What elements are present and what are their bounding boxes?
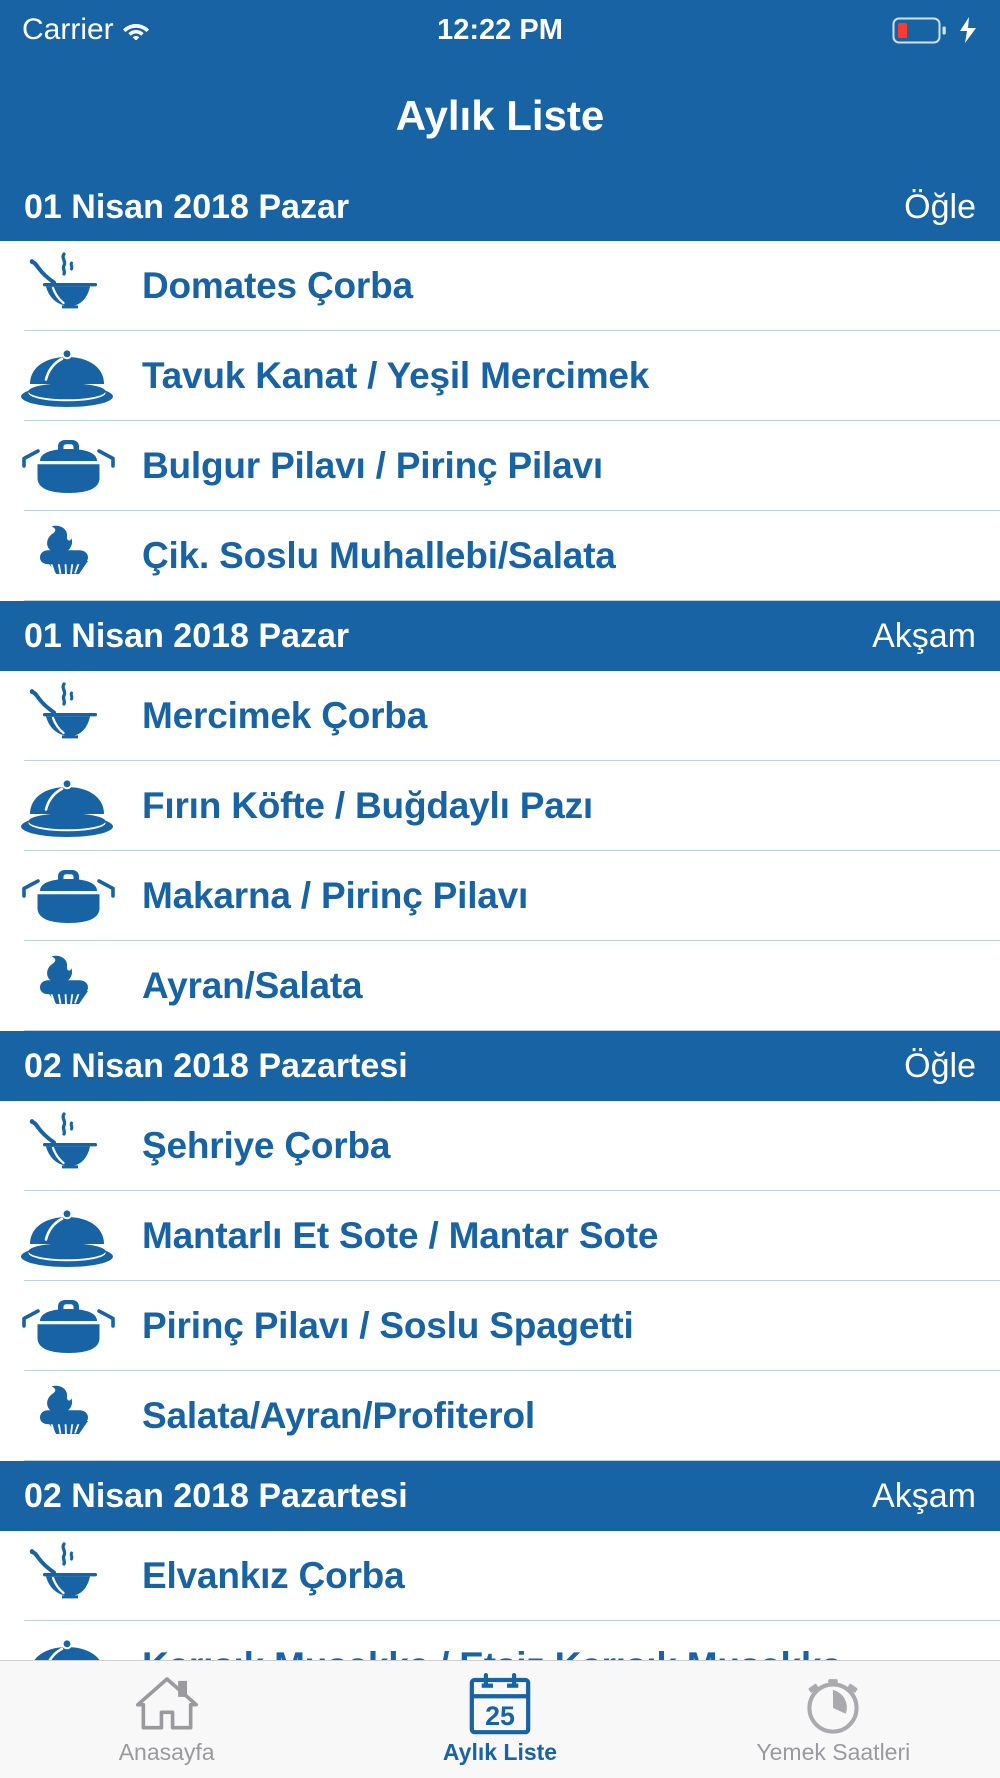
svg-text:25: 25 (485, 1701, 515, 1731)
